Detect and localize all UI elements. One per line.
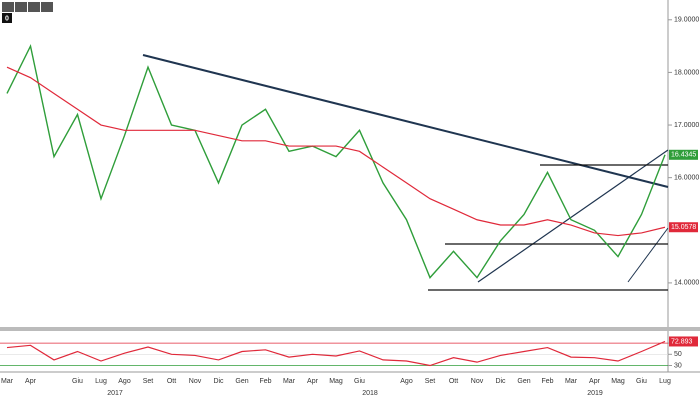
y-tick-label: 14.0000 [674, 280, 699, 287]
tool-button[interactable] [41, 2, 53, 12]
value-label-box [669, 222, 698, 233]
x-tick-label: Mag [611, 378, 625, 385]
value-label-box [669, 336, 698, 347]
badge-text: 0 [5, 15, 9, 22]
year-label: 2017 [107, 390, 123, 397]
toolbar: 0 [2, 2, 53, 23]
y-tick-label: 16.0000 [674, 174, 699, 181]
x-tick-label: Nov [189, 378, 202, 385]
x-tick-label: Set [143, 378, 154, 385]
tool-button[interactable] [2, 2, 14, 12]
x-tick-label: Mag [329, 378, 343, 385]
x-tick-label: Lug [95, 378, 107, 385]
x-tick-label: Gen [517, 378, 530, 385]
trendline [477, 149, 669, 283]
x-tick-label: Mar [565, 378, 578, 385]
x-tick-label: Ago [118, 378, 131, 385]
x-tick-label: Gen [235, 378, 248, 385]
value-label: 72.893 [671, 338, 693, 345]
series-line [6, 340, 666, 367]
x-tick-label: Giu [354, 378, 365, 385]
x-tick-label: Set [425, 378, 436, 385]
x-tick-label: Mar [283, 378, 296, 385]
x-tick-label: Apr [589, 378, 601, 385]
year-label: 2019 [587, 390, 603, 397]
x-tick-label: Lug [659, 378, 671, 385]
tool-button[interactable] [15, 2, 27, 12]
x-tick-label: Ott [167, 378, 176, 385]
y-tick-label: 19.0000 [674, 17, 699, 24]
x-tick-label: Apr [25, 378, 37, 385]
x-tick-label: Mar [1, 378, 14, 385]
y-tick-label: 18.0000 [674, 69, 699, 76]
x-tick-label: Nov [471, 378, 484, 385]
x-tick-label: Feb [541, 378, 553, 385]
x-tick-label: Dic [495, 378, 506, 385]
badge [2, 13, 12, 23]
x-tick-label: Dic [213, 378, 224, 385]
value-label: 15.0578 [671, 224, 696, 231]
y-tick-label: 17.0000 [674, 122, 699, 129]
tool-button[interactable] [28, 2, 40, 12]
value-label-box [669, 149, 698, 160]
year-label: 2018 [362, 390, 378, 397]
x-tick-label: Apr [307, 378, 319, 385]
x-tick-label: Giu [72, 378, 83, 385]
levels [428, 164, 668, 291]
y-tick-label: 50 [674, 351, 682, 358]
x-tick-label: Ago [400, 378, 413, 385]
trendline [627, 227, 669, 283]
x-tick-label: Feb [259, 378, 271, 385]
x-tick-label: Giu [636, 378, 647, 385]
y-tick-label: 30 [674, 362, 682, 369]
series-line [6, 66, 666, 237]
series-line [6, 43, 666, 279]
panel-separator [0, 327, 700, 331]
value-label: 16.4345 [671, 152, 696, 159]
x-tick-label: Ott [449, 378, 458, 385]
